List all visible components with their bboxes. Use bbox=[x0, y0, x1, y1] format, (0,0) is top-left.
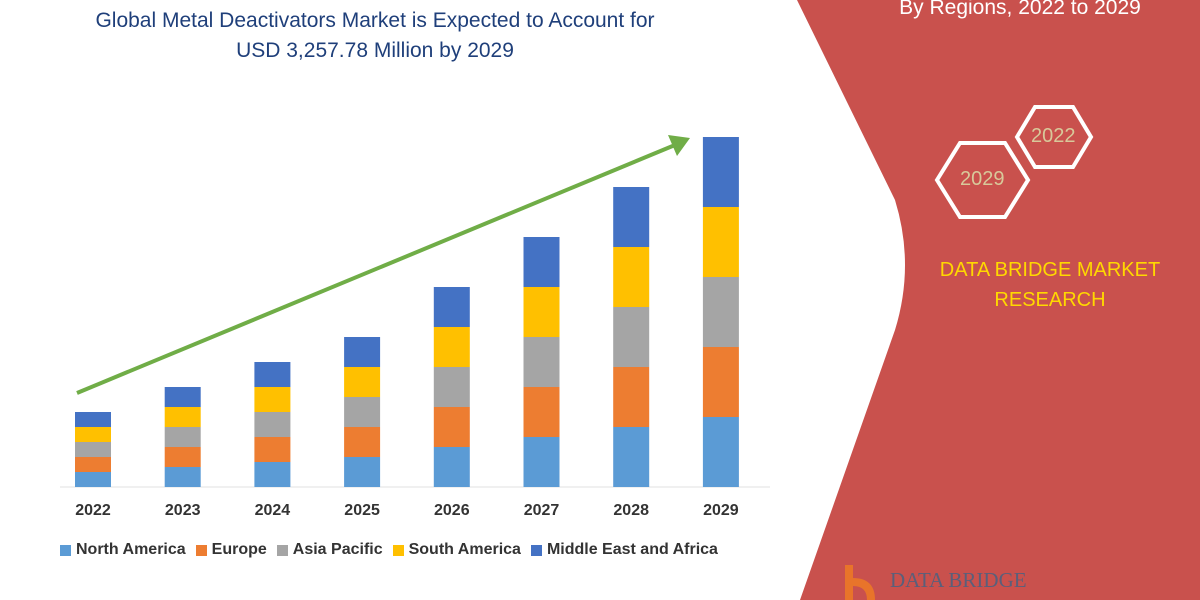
bar-segment-2029-north-america bbox=[702, 417, 739, 487]
legend: North America Europe Asia Pacific South Ame… bbox=[60, 541, 718, 559]
brand-name: DATA BRIDGE MARKET RESEARCH bbox=[925, 255, 1175, 315]
title-line-2: USD 3,257.78 Million by 2029 bbox=[236, 39, 514, 62]
bar-segment-2027-asia-pacific bbox=[523, 337, 560, 387]
bar-segment-2023-north-america bbox=[164, 467, 201, 487]
bar-segment-2025-europe bbox=[344, 427, 381, 457]
legend-swatch bbox=[392, 544, 404, 556]
red-panel bbox=[797, 0, 1200, 600]
logo-text: DATA BRIDGE bbox=[890, 568, 1027, 592]
bar-segment-2024-europe bbox=[254, 437, 291, 462]
bar-segment-2028-middle-east-and-africa bbox=[613, 187, 650, 247]
trend-arrow bbox=[76, 135, 690, 395]
bar-segment-2024-north-america bbox=[254, 462, 291, 487]
bar-segment-2025-middle-east-and-africa bbox=[344, 337, 381, 367]
bar-segment-2023-middle-east-and-africa bbox=[164, 387, 201, 407]
title-line-1: Global Metal Deactivators Market is Expe… bbox=[95, 9, 655, 32]
bar-segment-2029-europe bbox=[702, 347, 739, 417]
hexagon-2029 bbox=[934, 141, 1031, 219]
bar-segment-2027-south-america bbox=[523, 287, 560, 337]
right-subtitle: By Regions, 2022 to 2029 bbox=[899, 0, 1141, 19]
legend-label: Asia Pacific bbox=[292, 541, 383, 558]
bar-segment-2022-middle-east-and-africa bbox=[75, 412, 111, 427]
x-tick-label: 2029 bbox=[703, 502, 739, 519]
legend-swatch bbox=[60, 544, 71, 556]
legend-item: North America bbox=[60, 541, 186, 559]
bar-segment-2023-south-america bbox=[164, 407, 201, 427]
bar-segment-2029-asia-pacific bbox=[702, 277, 739, 347]
legend-swatch bbox=[276, 544, 288, 556]
bar-segment-2023-europe bbox=[164, 447, 201, 467]
bar-segment-2022-asia-pacific bbox=[75, 442, 111, 457]
legend-swatch bbox=[195, 544, 207, 556]
bar-segment-2025-south-america bbox=[344, 367, 381, 397]
legend-label: North America bbox=[76, 541, 186, 558]
bar-segment-2024-south-america bbox=[254, 387, 291, 412]
legend-label: Middle East and Africa bbox=[546, 541, 718, 558]
hexagon-2022 bbox=[1014, 105, 1094, 169]
bar-segment-2024-middle-east-and-africa bbox=[254, 362, 291, 387]
bar-segment-2024-asia-pacific bbox=[254, 412, 291, 437]
brand-line-1: DATA BRIDGE MARKET bbox=[939, 259, 1161, 281]
hex-label-2029: 2029 bbox=[960, 168, 1005, 190]
chart-title: Global Metal Deactivators Market is Expe… bbox=[40, 6, 710, 66]
bar-segment-2022-europe bbox=[75, 457, 111, 472]
bar-segment-2028-asia-pacific bbox=[613, 307, 650, 367]
legend-label: Europe bbox=[211, 541, 267, 558]
bar-segment-2026-europe bbox=[433, 407, 470, 447]
x-tick-label: 2024 bbox=[254, 502, 291, 519]
hex-label-2022: 2022 bbox=[1031, 125, 1076, 147]
x-tick-label: 2025 bbox=[344, 502, 380, 519]
x-tick-label: 2023 bbox=[164, 502, 201, 519]
legend-item: Middle East and Africa bbox=[530, 541, 718, 559]
bar-segment-2025-asia-pacific bbox=[344, 397, 381, 427]
bar-segment-2028-europe bbox=[613, 367, 650, 427]
x-tick-label: 2028 bbox=[613, 502, 649, 519]
bar-segment-2029-south-america bbox=[702, 207, 739, 277]
brand-line-2: RESEARCH bbox=[994, 289, 1106, 311]
bar-segment-2027-europe bbox=[523, 387, 560, 437]
bar-segment-2026-asia-pacific bbox=[433, 367, 470, 407]
legend-swatch bbox=[530, 544, 542, 556]
legend-label: South America bbox=[408, 541, 521, 558]
bar-segment-2026-south-america bbox=[433, 327, 470, 367]
bar-segment-2027-middle-east-and-africa bbox=[523, 237, 560, 287]
bar-segment-2028-north-america bbox=[613, 427, 650, 487]
logo-icon bbox=[845, 565, 875, 600]
x-tick-label: 2026 bbox=[434, 502, 470, 519]
x-tick-label: 2027 bbox=[523, 502, 560, 519]
bar-segment-2029-middle-east-and-africa bbox=[702, 137, 739, 207]
bar-segment-2028-south-america bbox=[613, 247, 650, 307]
bar-segment-2026-north-america bbox=[433, 447, 470, 487]
legend-item: Europe bbox=[195, 541, 267, 559]
bar-segment-2026-middle-east-and-africa bbox=[433, 287, 470, 327]
bar-segment-2025-north-america bbox=[344, 457, 381, 487]
bar-segment-2023-asia-pacific bbox=[164, 427, 201, 447]
bar-segment-2022-south-america bbox=[75, 427, 111, 442]
legend-item: Asia Pacific bbox=[276, 541, 383, 559]
bars-group bbox=[75, 137, 739, 487]
bar-segment-2027-north-america bbox=[523, 437, 560, 487]
x-tick-label: 2022 bbox=[75, 502, 111, 519]
bar-segment-2022-north-america bbox=[75, 472, 111, 487]
legend-item: South America bbox=[392, 541, 521, 559]
